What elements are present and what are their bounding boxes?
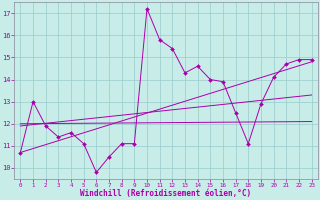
X-axis label: Windchill (Refroidissement éolien,°C): Windchill (Refroidissement éolien,°C) bbox=[80, 189, 252, 198]
